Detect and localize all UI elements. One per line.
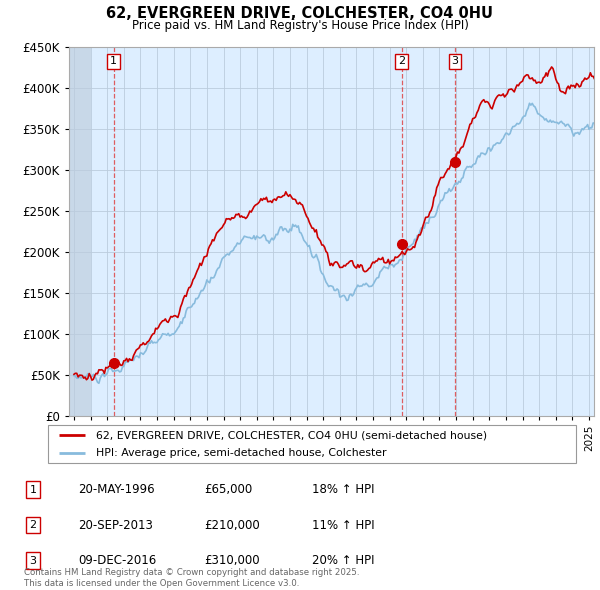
Text: 11% ↑ HPI: 11% ↑ HPI: [312, 519, 374, 532]
Text: 62, EVERGREEN DRIVE, COLCHESTER, CO4 0HU (semi-detached house): 62, EVERGREEN DRIVE, COLCHESTER, CO4 0HU…: [95, 430, 487, 440]
Text: £65,000: £65,000: [204, 483, 252, 496]
Text: 3: 3: [29, 556, 37, 565]
Text: 20-SEP-2013: 20-SEP-2013: [78, 519, 153, 532]
Text: HPI: Average price, semi-detached house, Colchester: HPI: Average price, semi-detached house,…: [95, 448, 386, 458]
Text: Contains HM Land Registry data © Crown copyright and database right 2025.
This d: Contains HM Land Registry data © Crown c…: [24, 568, 359, 588]
Text: 62, EVERGREEN DRIVE, COLCHESTER, CO4 0HU: 62, EVERGREEN DRIVE, COLCHESTER, CO4 0HU: [107, 6, 493, 21]
FancyBboxPatch shape: [48, 425, 576, 463]
Text: 2: 2: [398, 57, 405, 67]
Text: Price paid vs. HM Land Registry's House Price Index (HPI): Price paid vs. HM Land Registry's House …: [131, 19, 469, 32]
Text: 20-MAY-1996: 20-MAY-1996: [78, 483, 155, 496]
Text: £210,000: £210,000: [204, 519, 260, 532]
Text: 1: 1: [29, 485, 37, 494]
Bar: [69, 47, 91, 416]
Text: 3: 3: [452, 57, 458, 67]
Text: 09-DEC-2016: 09-DEC-2016: [78, 554, 156, 567]
Text: 20% ↑ HPI: 20% ↑ HPI: [312, 554, 374, 567]
Text: £310,000: £310,000: [204, 554, 260, 567]
Text: 18% ↑ HPI: 18% ↑ HPI: [312, 483, 374, 496]
Text: 1: 1: [110, 57, 117, 67]
Text: 2: 2: [29, 520, 37, 530]
